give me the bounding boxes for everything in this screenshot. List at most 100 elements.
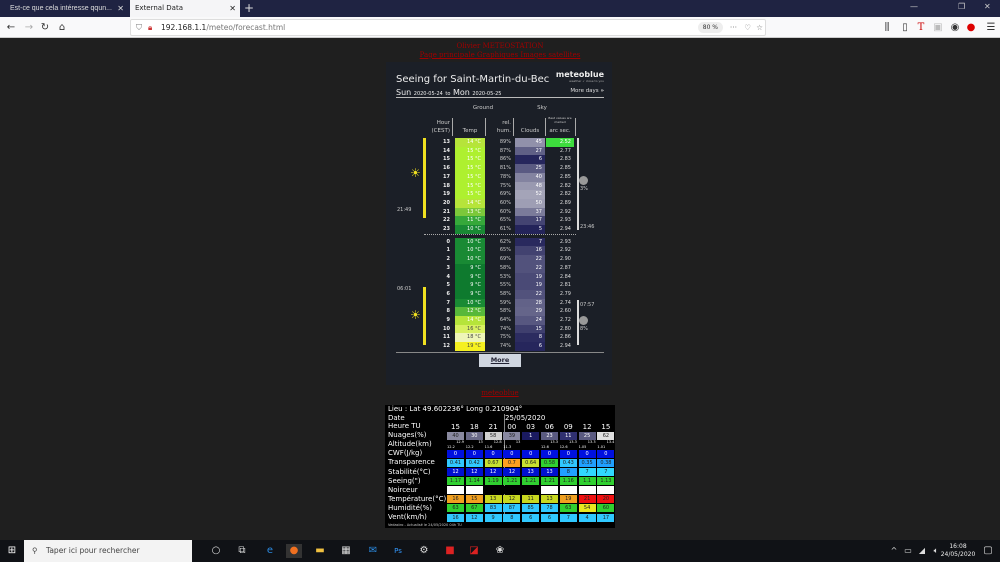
- value-cell: 12: [465, 513, 483, 522]
- forecast-row: 17 15 °C 78% 40 2.85: [386, 172, 612, 182]
- nav-links[interactable]: Page principale Graphiques Images satell…: [419, 51, 581, 59]
- mail-icon[interactable]: ✉: [368, 545, 378, 556]
- row-label: Seeing("): [388, 476, 421, 485]
- close-tab-icon[interactable]: ✕: [117, 4, 124, 13]
- clouds-cell: 6: [515, 155, 545, 165]
- clouds-cell: 15: [515, 324, 545, 334]
- photoshop-icon[interactable]: Ps: [394, 547, 402, 555]
- firefox-icon[interactable]: ●: [286, 544, 302, 558]
- hour-cell: 06: [545, 422, 554, 431]
- restore-icon[interactable]: ❐: [958, 2, 966, 11]
- meteoblue-link[interactable]: meteoblue: [481, 389, 519, 397]
- clouds-cell: 37: [515, 207, 545, 217]
- humidity-cell: 58%: [499, 308, 511, 315]
- tab-forum[interactable]: Est-ce que cela intéresse qqun... ✕: [0, 0, 128, 17]
- seeing-cell: 2.85: [559, 165, 571, 172]
- tab-external-data[interactable]: External Data ✕: [130, 0, 240, 17]
- back-icon[interactable]: ←: [6, 22, 16, 33]
- astro-row: Heure TU 15 18 21 00 03 06 09 12 15: [385, 422, 615, 431]
- more-days-link[interactable]: More days »: [570, 88, 604, 94]
- humidity-value: 75: [499, 182, 507, 189]
- bookmark-star-icon[interactable]: ☆: [756, 23, 763, 32]
- notifications-icon[interactable]: ▢: [983, 545, 993, 556]
- humidity-value: 75: [499, 334, 507, 341]
- extension-icon[interactable]: ▣: [933, 22, 943, 33]
- humidity-value: 87: [499, 147, 507, 154]
- header-temp: Temp: [462, 128, 478, 134]
- humidity-value: 59: [499, 299, 507, 306]
- seeing-cell: 2.85: [559, 173, 571, 180]
- pocket-icon[interactable]: ♡: [744, 23, 751, 32]
- zoom-level[interactable]: 80 %: [697, 22, 723, 33]
- home-icon[interactable]: ⌂: [58, 22, 66, 33]
- humidity-value: 58: [499, 308, 507, 315]
- more-button[interactable]: More: [479, 354, 521, 367]
- windows-start-icon[interactable]: ⊞: [7, 545, 17, 556]
- task-view-icon[interactable]: ⧉: [238, 545, 246, 556]
- close-tab-icon[interactable]: ✕: [229, 4, 236, 13]
- minimize-icon[interactable]: —: [910, 2, 918, 11]
- app-icon[interactable]: ❀: [495, 545, 505, 556]
- file-explorer-icon[interactable]: ▬: [315, 545, 325, 556]
- temperature-cell: 15 °C: [455, 181, 485, 191]
- edge-icon[interactable]: e: [266, 545, 274, 556]
- temperature-cell: 9 °C: [455, 289, 485, 299]
- header-sky: Sky: [537, 105, 547, 111]
- show-hidden-icons-chevron-icon[interactable]: ^: [890, 546, 898, 555]
- translate-extension-icon[interactable]: T: [917, 22, 925, 33]
- app-icon[interactable]: ■: [445, 545, 455, 556]
- more-icon[interactable]: ···: [729, 23, 737, 32]
- moon-illumination: 8%: [580, 326, 588, 332]
- value-cell: 13: [522, 468, 540, 476]
- temperature-cell: 15 °C: [455, 146, 485, 156]
- temperature-cell: 10 °C: [455, 237, 485, 247]
- seeing-cell: 2.72: [559, 317, 571, 323]
- forecast-row: 8 12 °C 58% 29 2.60: [386, 307, 612, 316]
- adblock-icon[interactable]: ●: [966, 22, 976, 33]
- humidity-cell: 64%: [499, 317, 511, 323]
- new-tab-icon[interactable]: +: [244, 1, 255, 15]
- seeing-cell: 2.94: [559, 343, 571, 350]
- close-window-icon[interactable]: ✕: [984, 2, 991, 11]
- astro-row: Seeing(") 1.17 1.14 1.19 1.21 1.21 1.21 1.16 1.1…: [385, 477, 615, 486]
- url-bar[interactable]: ⛉ 🔒︎ 192.168.1.1/meteo/forecast.html 80 …: [130, 19, 766, 36]
- seeing-cell: 2.84: [559, 273, 571, 280]
- pdf-icon[interactable]: ◪: [469, 545, 479, 556]
- settings-gear-icon[interactable]: ⚙: [419, 545, 429, 556]
- cortana-icon[interactable]: ○: [211, 545, 221, 556]
- hour-cell: 15: [601, 422, 611, 431]
- reload-icon[interactable]: ↻: [40, 22, 50, 33]
- astro-row: Humidité(%) 63 67 83 87 85 78 63 54 60: [385, 504, 615, 513]
- battery-icon[interactable]: ▭: [904, 546, 912, 555]
- update-footer: Vedastro - Actualisé le 24/05/2020 04h T…: [388, 523, 462, 527]
- temperature-cell: 16 °C: [455, 324, 485, 334]
- humidity-cell: 89%: [499, 139, 511, 145]
- clouds-cell: 19: [515, 281, 545, 290]
- humidity-value: 89: [499, 139, 507, 145]
- temp-value: 13: [467, 208, 474, 215]
- forecast-row: 22 11 °C 65% 17 2.93: [386, 216, 612, 225]
- meteoblue-logo[interactable]: meteoblue weather ✓ close to you: [556, 70, 604, 83]
- value-cell: 1: [522, 431, 540, 440]
- menu-icon[interactable]: ☰: [986, 22, 996, 33]
- sidebar-icon[interactable]: ▯: [902, 22, 908, 33]
- temperature-cell: 12 °C: [455, 307, 485, 316]
- library-icon[interactable]: ⫼: [884, 22, 890, 33]
- clock[interactable]: 16:08 24/05/2020: [940, 543, 976, 559]
- temperature-cell: 9 °C: [455, 281, 485, 290]
- value-cell: 6: [541, 513, 558, 522]
- value-cell: 7: [597, 468, 615, 476]
- store-icon[interactable]: ▦: [341, 545, 351, 556]
- volume-icon[interactable]: 🔈︎: [933, 546, 939, 555]
- forecast-row: 3 9 °C 58% 22 2.87: [386, 263, 612, 273]
- temp-value: 10: [467, 299, 474, 306]
- taskbar-search[interactable]: ⚲ Taper ici pour rechercher: [24, 540, 192, 562]
- forward-icon[interactable]: →: [24, 22, 34, 33]
- value-cell: 30: [465, 431, 483, 440]
- network-icon[interactable]: ◢: [918, 546, 926, 555]
- seeing-cell: 2.92: [559, 247, 571, 254]
- account-icon[interactable]: ◉: [950, 22, 960, 33]
- temp-value: 18: [467, 334, 474, 341]
- row-label: Altitude(km): [388, 440, 432, 449]
- altitude-base: 12.6: [559, 444, 568, 449]
